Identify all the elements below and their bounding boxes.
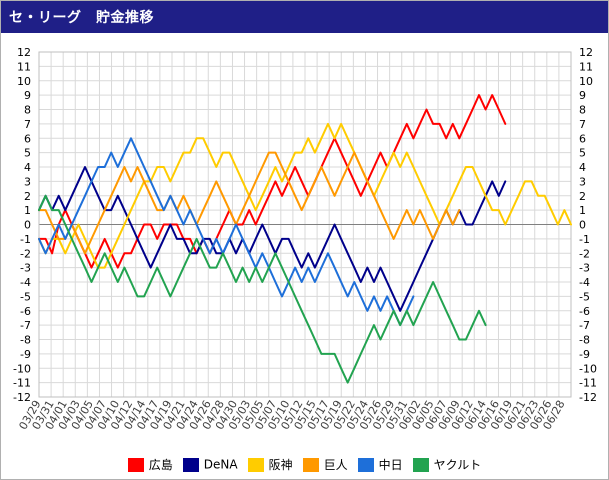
legend-item: 中日 xyxy=(357,456,403,473)
y-tick-label-left: -10 xyxy=(13,362,31,375)
series-line-6 xyxy=(38,194,487,384)
y-tick-label-right: 6 xyxy=(579,132,586,145)
legend-swatch xyxy=(357,457,374,472)
y-tick-label-left: 3 xyxy=(24,175,31,188)
page-title: セ・リーグ 貯金推移 xyxy=(9,10,154,26)
y-tick-label-right: -2 xyxy=(579,247,590,260)
y-tick-label-left: 1 xyxy=(24,204,31,217)
y-tick-label-right: -12 xyxy=(579,391,597,404)
y-tick-label-right: -11 xyxy=(579,377,597,390)
y-tick-label-left: 0 xyxy=(24,219,31,232)
y-tick-label-left: -5 xyxy=(20,290,31,303)
y-tick-label-left: -9 xyxy=(20,348,31,361)
legend-item: 巨人 xyxy=(302,456,348,473)
series-line-5 xyxy=(38,137,415,327)
legend-swatch xyxy=(247,457,264,472)
y-tick-label-left: 10 xyxy=(17,75,31,88)
series-line-1 xyxy=(38,94,507,269)
y-tick-label-right: -10 xyxy=(579,362,597,375)
y-tick-label-left: -6 xyxy=(20,305,31,318)
legend-item: ヤクルト xyxy=(412,456,482,473)
y-tick-label-left: -1 xyxy=(20,233,31,246)
y-tick-label-right: -1 xyxy=(579,233,590,246)
legend-label: 阪神 xyxy=(268,458,293,472)
y-tick-label-left: -4 xyxy=(20,276,31,289)
series-line-4 xyxy=(38,151,461,255)
y-tick-label-right: 7 xyxy=(579,118,586,131)
y-tick-label-left: -3 xyxy=(20,262,31,275)
y-tick-label-left: 2 xyxy=(24,190,31,203)
y-tick-label-left: -7 xyxy=(20,319,31,332)
legend-swatch xyxy=(302,457,319,472)
legend-swatch xyxy=(127,457,144,472)
y-tick-label-left: 7 xyxy=(24,118,31,131)
y-tick-label-right: -6 xyxy=(579,305,590,318)
y-tick-label-right: -3 xyxy=(579,262,590,275)
legend-label: 広島 xyxy=(148,458,173,472)
y-tick-label-right: 12 xyxy=(579,46,593,59)
y-tick-label-right: -7 xyxy=(579,319,590,332)
y-tick-label-right: 8 xyxy=(579,104,586,117)
y-tick-label-right: 2 xyxy=(579,190,586,203)
legend-item: 広島 xyxy=(127,456,173,473)
y-tick-label-right: -4 xyxy=(579,276,590,289)
series-lines xyxy=(38,94,572,384)
y-tick-label-left: -12 xyxy=(13,391,31,404)
y-tick-label-right: 10 xyxy=(579,75,593,88)
y-tick-label-left: 8 xyxy=(24,104,31,117)
legend: 広島 DeNA 阪神 巨人 中日 ヤクルト xyxy=(1,456,608,473)
y-tick-label-right: 3 xyxy=(579,175,586,188)
y-tick-label-left: 4 xyxy=(24,161,31,174)
y-tick-label-left: 6 xyxy=(24,132,31,145)
legend-label: 中日 xyxy=(378,458,403,472)
y-tick-label-right: -8 xyxy=(579,334,590,347)
legend-label: 巨人 xyxy=(323,458,348,472)
y-tick-label-right: 11 xyxy=(579,60,593,73)
y-tick-label-left: 5 xyxy=(24,147,31,160)
legend-label: DeNA xyxy=(203,457,238,472)
y-tick-label-right: 0 xyxy=(579,219,586,232)
series-line-2 xyxy=(38,166,507,312)
series-line-3 xyxy=(38,122,572,269)
y-tick-label-right: 1 xyxy=(579,204,586,217)
y-tick-label-left: 12 xyxy=(17,46,31,59)
legend-item: DeNA xyxy=(182,457,238,472)
title-bar: セ・リーグ 貯金推移 xyxy=(1,1,608,33)
y-tick-label-right: 5 xyxy=(579,147,586,160)
y-tick-label-right: -9 xyxy=(579,348,590,361)
y-tick-label-left: -2 xyxy=(20,247,31,260)
y-tick-label-left: 9 xyxy=(24,89,31,102)
y-tick-label-left: -11 xyxy=(13,377,31,390)
y-tick-label-right: 4 xyxy=(579,161,586,174)
y-tick-label-left: -8 xyxy=(20,334,31,347)
legend-swatch xyxy=(182,457,199,472)
y-tick-label-right: 9 xyxy=(579,89,586,102)
legend-item: 阪神 xyxy=(247,456,293,473)
grid xyxy=(38,51,572,398)
y-tick-label-right: -5 xyxy=(579,290,590,303)
y-tick-label-left: 11 xyxy=(17,60,31,73)
legend-swatch xyxy=(412,457,429,472)
legend-label: ヤクルト xyxy=(433,458,482,472)
